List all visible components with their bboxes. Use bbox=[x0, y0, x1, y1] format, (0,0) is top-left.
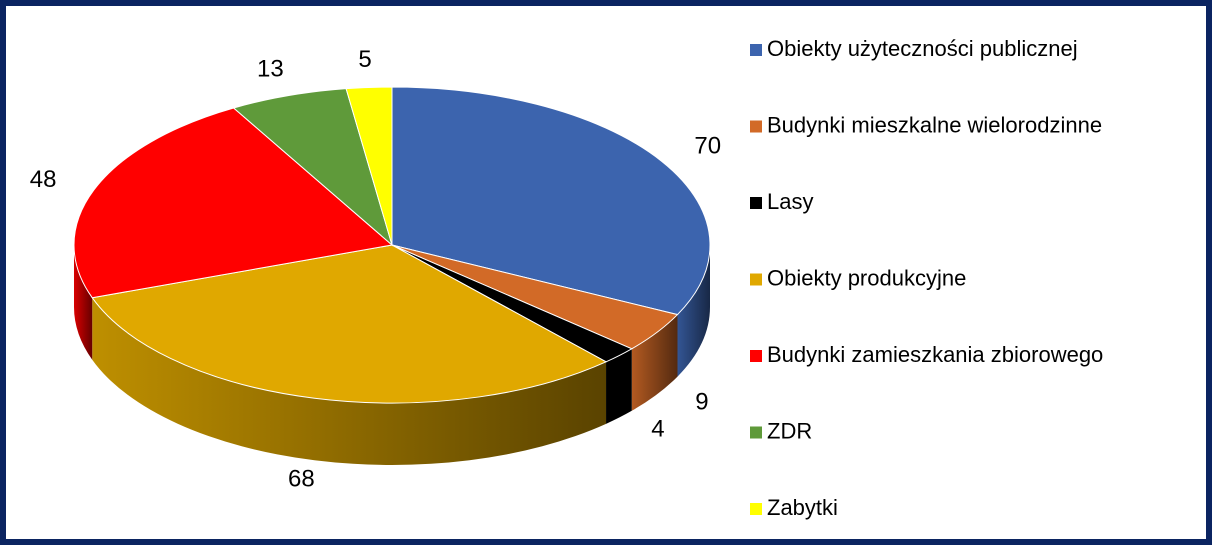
legend-label: Obiekty produkcyjne bbox=[767, 265, 966, 290]
data-label: 13 bbox=[257, 56, 284, 83]
legend-swatch bbox=[750, 350, 762, 362]
pie-slice bbox=[73, 107, 394, 299]
pie-slice bbox=[391, 86, 711, 316]
slice-side bbox=[92, 297, 607, 465]
legend-swatch bbox=[750, 197, 762, 209]
slice-side bbox=[631, 314, 678, 411]
legend-swatch bbox=[750, 120, 762, 133]
data-label: 68 bbox=[288, 465, 315, 492]
pie-slice bbox=[232, 88, 393, 247]
pie-slice bbox=[345, 86, 393, 246]
slice-side bbox=[606, 348, 632, 424]
data-label: 4 bbox=[651, 415, 664, 442]
slice-side bbox=[74, 245, 93, 360]
legend-swatch bbox=[750, 426, 762, 439]
legend-label: Zabytki bbox=[767, 495, 838, 520]
data-label: 48 bbox=[30, 166, 57, 193]
legend-swatch bbox=[750, 273, 762, 286]
legend-label: Budynki mieszkalne wielorodzinne bbox=[767, 112, 1102, 137]
data-label: 70 bbox=[694, 133, 721, 160]
legend-swatch bbox=[750, 503, 762, 515]
legend-label: Obiekty użyteczności publicznej bbox=[767, 36, 1078, 61]
legend-label: ZDR bbox=[767, 418, 812, 443]
legend-swatch bbox=[750, 44, 762, 56]
pie-slice bbox=[91, 244, 608, 404]
legend-label: Lasy bbox=[767, 189, 813, 214]
data-label: 9 bbox=[695, 388, 708, 415]
chart: 70 9 4 68 48 13 5 Obiekty użyteczności publiczn… bbox=[30, 36, 1104, 520]
legend-label: Budynki zamieszkania zbiorowego bbox=[767, 342, 1103, 367]
slice-side bbox=[677, 245, 710, 377]
data-label: 5 bbox=[358, 46, 371, 73]
